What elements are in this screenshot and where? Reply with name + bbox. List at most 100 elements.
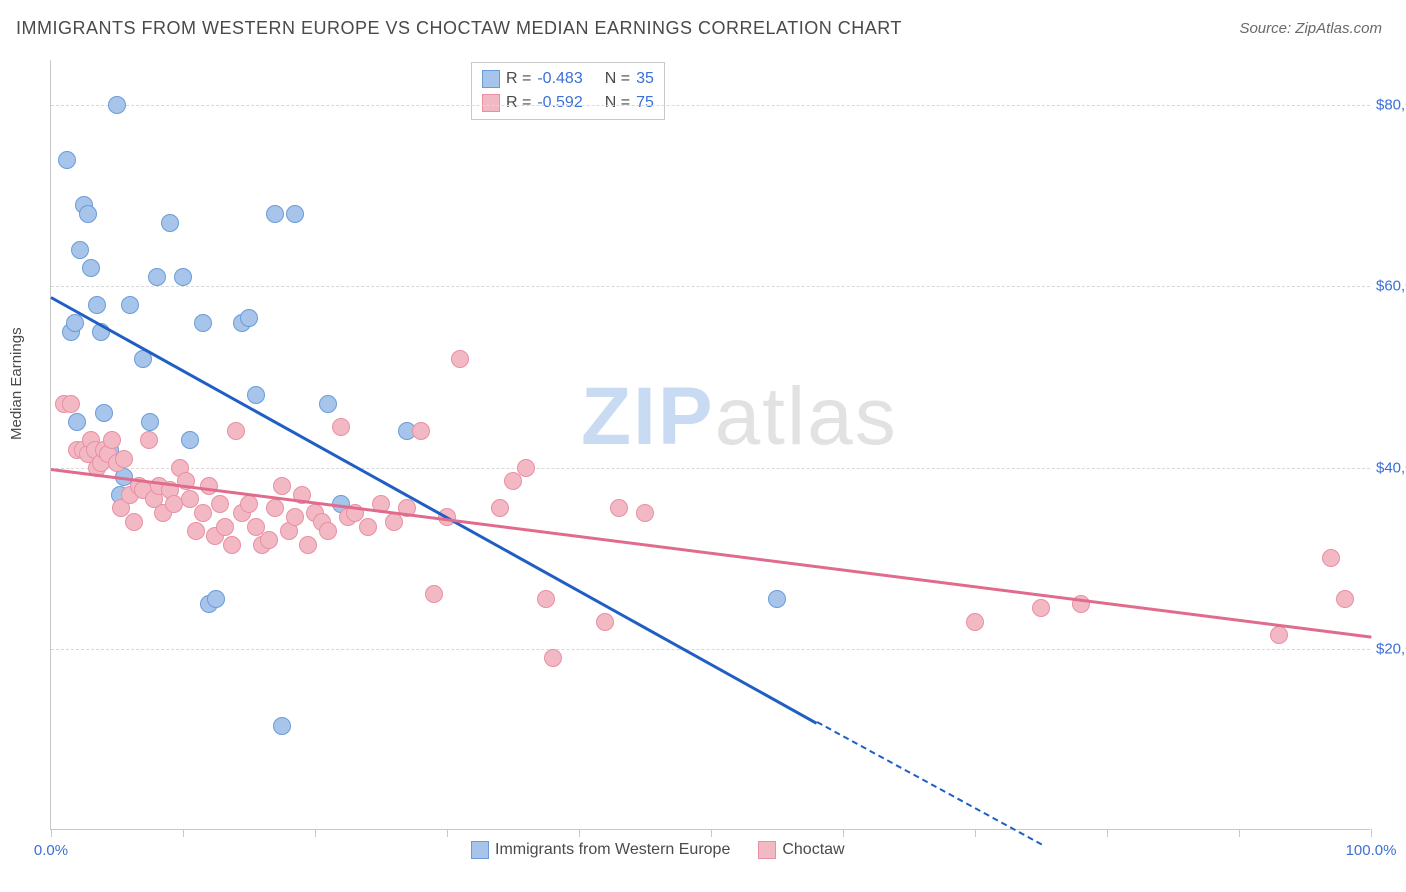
scatter-point-series2 bbox=[425, 585, 443, 603]
y-tick-label: $60,000 bbox=[1376, 278, 1406, 295]
swatch-series1 bbox=[471, 841, 489, 859]
legend-item-series1: Immigrants from Western Europe bbox=[471, 841, 730, 859]
scatter-point-series1 bbox=[768, 590, 786, 608]
scatter-point-series2 bbox=[319, 522, 337, 540]
stats-legend-box: R = -0.483 N = 35 R = -0.592 N = 75 bbox=[471, 62, 665, 120]
scatter-point-series1 bbox=[266, 205, 284, 223]
stats-r-label: R = bbox=[506, 70, 531, 88]
scatter-point-series1 bbox=[88, 296, 106, 314]
scatter-point-series2 bbox=[636, 504, 654, 522]
scatter-point-series2 bbox=[544, 649, 562, 667]
scatter-point-series2 bbox=[596, 613, 614, 631]
scatter-point-series1 bbox=[71, 241, 89, 259]
x-tick bbox=[975, 829, 976, 837]
scatter-point-series1 bbox=[174, 268, 192, 286]
scatter-point-series1 bbox=[79, 205, 97, 223]
stats-n-value-2: 75 bbox=[636, 94, 654, 112]
x-tick bbox=[843, 829, 844, 837]
x-tick bbox=[447, 829, 448, 837]
scatter-point-series1 bbox=[141, 413, 159, 431]
x-tick bbox=[1107, 829, 1108, 837]
stats-r-value-1: -0.483 bbox=[537, 70, 582, 88]
stats-row-series1: R = -0.483 N = 35 bbox=[482, 67, 654, 91]
bottom-legend: Immigrants from Western Europe Choctaw bbox=[471, 841, 845, 859]
scatter-point-series2 bbox=[260, 531, 278, 549]
legend-label-series2: Choctaw bbox=[782, 841, 844, 859]
stats-n-value-1: 35 bbox=[636, 70, 654, 88]
legend-label-series1: Immigrants from Western Europe bbox=[495, 841, 730, 859]
gridline-h bbox=[51, 649, 1370, 650]
scatter-point-series2 bbox=[610, 499, 628, 517]
scatter-point-series2 bbox=[537, 590, 555, 608]
y-tick-label: $40,000 bbox=[1376, 459, 1406, 476]
scatter-point-series2 bbox=[103, 431, 121, 449]
scatter-point-series1 bbox=[108, 96, 126, 114]
gridline-h bbox=[51, 468, 1370, 469]
x-tick bbox=[51, 829, 52, 837]
scatter-point-series1 bbox=[247, 386, 265, 404]
scatter-point-series2 bbox=[1032, 599, 1050, 617]
y-axis-label: Median Earnings bbox=[8, 327, 25, 440]
scatter-point-series2 bbox=[216, 518, 234, 536]
scatter-point-series2 bbox=[187, 522, 205, 540]
x-tick bbox=[1371, 829, 1372, 837]
stats-n-label: N = bbox=[605, 70, 630, 88]
scatter-point-series1 bbox=[161, 214, 179, 232]
stats-n-label: N = bbox=[605, 94, 630, 112]
scatter-point-series1 bbox=[319, 395, 337, 413]
scatter-point-series2 bbox=[1336, 590, 1354, 608]
scatter-point-series1 bbox=[58, 151, 76, 169]
scatter-point-series2 bbox=[504, 472, 522, 490]
scatter-point-series1 bbox=[207, 590, 225, 608]
scatter-point-series2 bbox=[412, 422, 430, 440]
x-tick-label: 100.0% bbox=[1346, 842, 1397, 859]
chart-title: IMMIGRANTS FROM WESTERN EUROPE VS CHOCTA… bbox=[16, 18, 902, 39]
scatter-point-series1 bbox=[181, 431, 199, 449]
swatch-series1 bbox=[482, 70, 500, 88]
scatter-point-series2 bbox=[140, 431, 158, 449]
scatter-point-series2 bbox=[1270, 626, 1288, 644]
scatter-point-series1 bbox=[240, 309, 258, 327]
scatter-point-series2 bbox=[491, 499, 509, 517]
scatter-point-series2 bbox=[115, 450, 133, 468]
scatter-point-series2 bbox=[223, 536, 241, 554]
y-tick-label: $80,000 bbox=[1376, 97, 1406, 114]
scatter-point-series2 bbox=[299, 536, 317, 554]
gridline-h bbox=[51, 286, 1370, 287]
scatter-point-series2 bbox=[332, 418, 350, 436]
x-tick bbox=[183, 829, 184, 837]
stats-row-series2: R = -0.592 N = 75 bbox=[482, 91, 654, 115]
scatter-point-series2 bbox=[966, 613, 984, 631]
scatter-point-series2 bbox=[451, 350, 469, 368]
scatter-point-series2 bbox=[194, 504, 212, 522]
x-tick bbox=[315, 829, 316, 837]
scatter-point-series2 bbox=[359, 518, 377, 536]
x-tick bbox=[1239, 829, 1240, 837]
scatter-point-series1 bbox=[68, 413, 86, 431]
x-tick bbox=[579, 829, 580, 837]
scatter-point-series2 bbox=[62, 395, 80, 413]
watermark: ZIPatlas bbox=[581, 370, 898, 464]
scatter-point-series2 bbox=[227, 422, 245, 440]
watermark-atlas: atlas bbox=[715, 371, 898, 462]
plot-area: ZIPatlas R = -0.483 N = 35 R = -0.592 N … bbox=[50, 60, 1370, 830]
scatter-point-series2 bbox=[273, 477, 291, 495]
scatter-point-series2 bbox=[266, 499, 284, 517]
scatter-point-series1 bbox=[273, 717, 291, 735]
x-tick-label: 0.0% bbox=[34, 842, 68, 859]
scatter-point-series2 bbox=[385, 513, 403, 531]
scatter-point-series2 bbox=[1322, 549, 1340, 567]
stats-r-label: R = bbox=[506, 94, 531, 112]
scatter-point-series1 bbox=[121, 296, 139, 314]
scatter-point-series1 bbox=[82, 259, 100, 277]
watermark-zip: ZIP bbox=[581, 371, 715, 462]
scatter-point-series2 bbox=[211, 495, 229, 513]
y-tick-label: $20,000 bbox=[1376, 640, 1406, 657]
scatter-point-series1 bbox=[194, 314, 212, 332]
stats-r-value-2: -0.592 bbox=[537, 94, 582, 112]
x-tick bbox=[711, 829, 712, 837]
scatter-point-series2 bbox=[517, 459, 535, 477]
scatter-point-series2 bbox=[286, 508, 304, 526]
scatter-point-series1 bbox=[148, 268, 166, 286]
swatch-series2 bbox=[758, 841, 776, 859]
